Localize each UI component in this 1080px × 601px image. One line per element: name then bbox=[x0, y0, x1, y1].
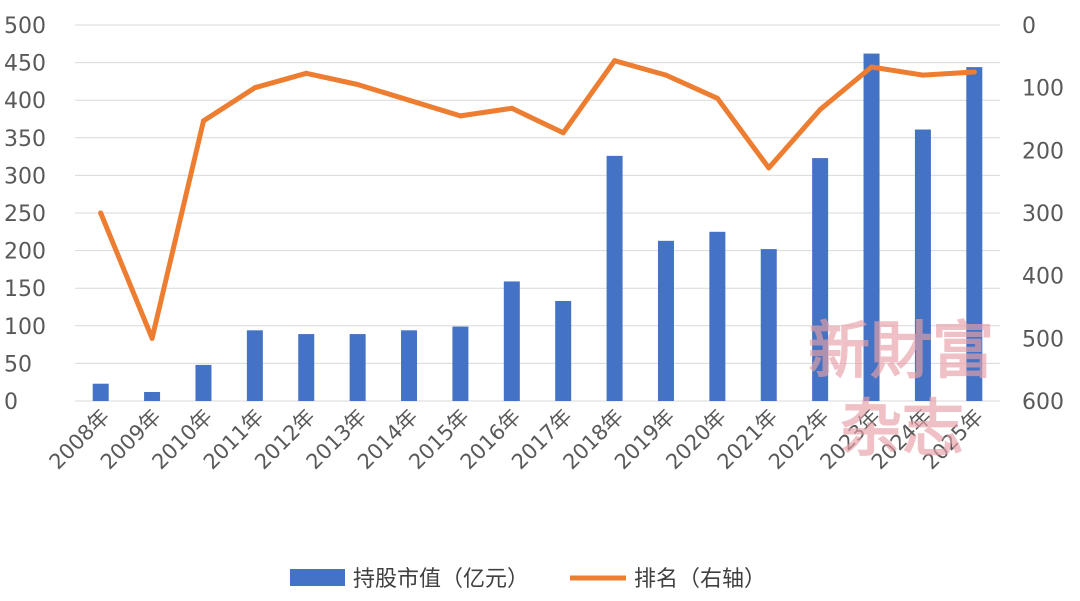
bar bbox=[709, 231, 726, 401]
left-tick-label: 400 bbox=[4, 89, 46, 114]
legend-label-bar: 持股市值（亿元） bbox=[353, 567, 529, 592]
rank-point bbox=[98, 210, 104, 216]
bar bbox=[401, 330, 418, 401]
gridlines bbox=[75, 24, 1000, 402]
left-tick-label: 350 bbox=[4, 127, 46, 152]
bar bbox=[555, 300, 572, 401]
right-tick-label: 500 bbox=[1022, 327, 1064, 352]
rank-point bbox=[663, 72, 669, 78]
legend-swatch-bar bbox=[290, 569, 345, 586]
bar bbox=[812, 158, 829, 401]
watermark: 新財富 杂志 bbox=[808, 314, 994, 465]
rank-point bbox=[149, 335, 155, 341]
bar bbox=[298, 334, 315, 401]
left-tick-label: 300 bbox=[4, 164, 46, 189]
right-tick-label: 0 bbox=[1022, 14, 1036, 39]
rank-point bbox=[920, 72, 926, 78]
line-series bbox=[98, 58, 977, 341]
left-tick-label: 50 bbox=[4, 352, 32, 377]
rank-point bbox=[457, 113, 463, 119]
bar bbox=[503, 281, 520, 401]
bar bbox=[144, 391, 161, 401]
left-tick-label: 250 bbox=[4, 202, 46, 227]
rank-point bbox=[766, 165, 772, 171]
rank-point bbox=[303, 70, 309, 76]
bar bbox=[606, 155, 623, 401]
rank-point bbox=[714, 95, 720, 101]
bar bbox=[863, 53, 880, 402]
right-tick-label: 200 bbox=[1022, 139, 1064, 164]
bar bbox=[760, 249, 777, 401]
rank-point bbox=[817, 107, 823, 113]
bar bbox=[914, 129, 931, 401]
right-tick-label: 100 bbox=[1022, 77, 1064, 102]
bar bbox=[195, 364, 212, 401]
rank-line bbox=[98, 58, 977, 341]
watermark-line1: 新財富 bbox=[808, 314, 994, 387]
bar bbox=[657, 240, 674, 401]
left-tick-label: 500 bbox=[4, 14, 46, 39]
rank-point bbox=[612, 58, 618, 64]
left-tick-label: 0 bbox=[4, 390, 18, 415]
left-tick-label: 200 bbox=[4, 240, 46, 265]
bar bbox=[349, 334, 366, 401]
legend-label-line: 排名（右轴） bbox=[634, 567, 766, 592]
rank-point bbox=[355, 82, 361, 88]
bar bbox=[452, 326, 469, 401]
right-axis: 0 100 200 300 400 500 600 bbox=[1022, 14, 1064, 415]
left-tick-label: 450 bbox=[4, 52, 46, 77]
bar bbox=[966, 67, 983, 401]
rank-point bbox=[869, 64, 875, 70]
rank-point bbox=[560, 130, 566, 136]
left-tick-label: 150 bbox=[4, 277, 46, 302]
rank-point bbox=[252, 85, 258, 91]
watermark-line2: 杂志 bbox=[840, 392, 964, 465]
rank-point bbox=[406, 97, 412, 103]
right-tick-label: 400 bbox=[1022, 265, 1064, 290]
bar bbox=[246, 330, 263, 401]
right-tick-label: 300 bbox=[1022, 202, 1064, 227]
right-tick-label: 600 bbox=[1022, 390, 1064, 415]
rank-point bbox=[971, 69, 977, 75]
left-tick-label: 100 bbox=[4, 315, 46, 340]
legend: 持股市值（亿元） 排名（右轴） bbox=[290, 567, 766, 592]
rank-point bbox=[200, 118, 206, 124]
rank-point bbox=[509, 105, 515, 111]
bar-series bbox=[92, 53, 983, 402]
left-axis: 0 50 100 150 200 250 300 350 400 450 500 bbox=[4, 14, 46, 415]
bar bbox=[92, 383, 109, 401]
